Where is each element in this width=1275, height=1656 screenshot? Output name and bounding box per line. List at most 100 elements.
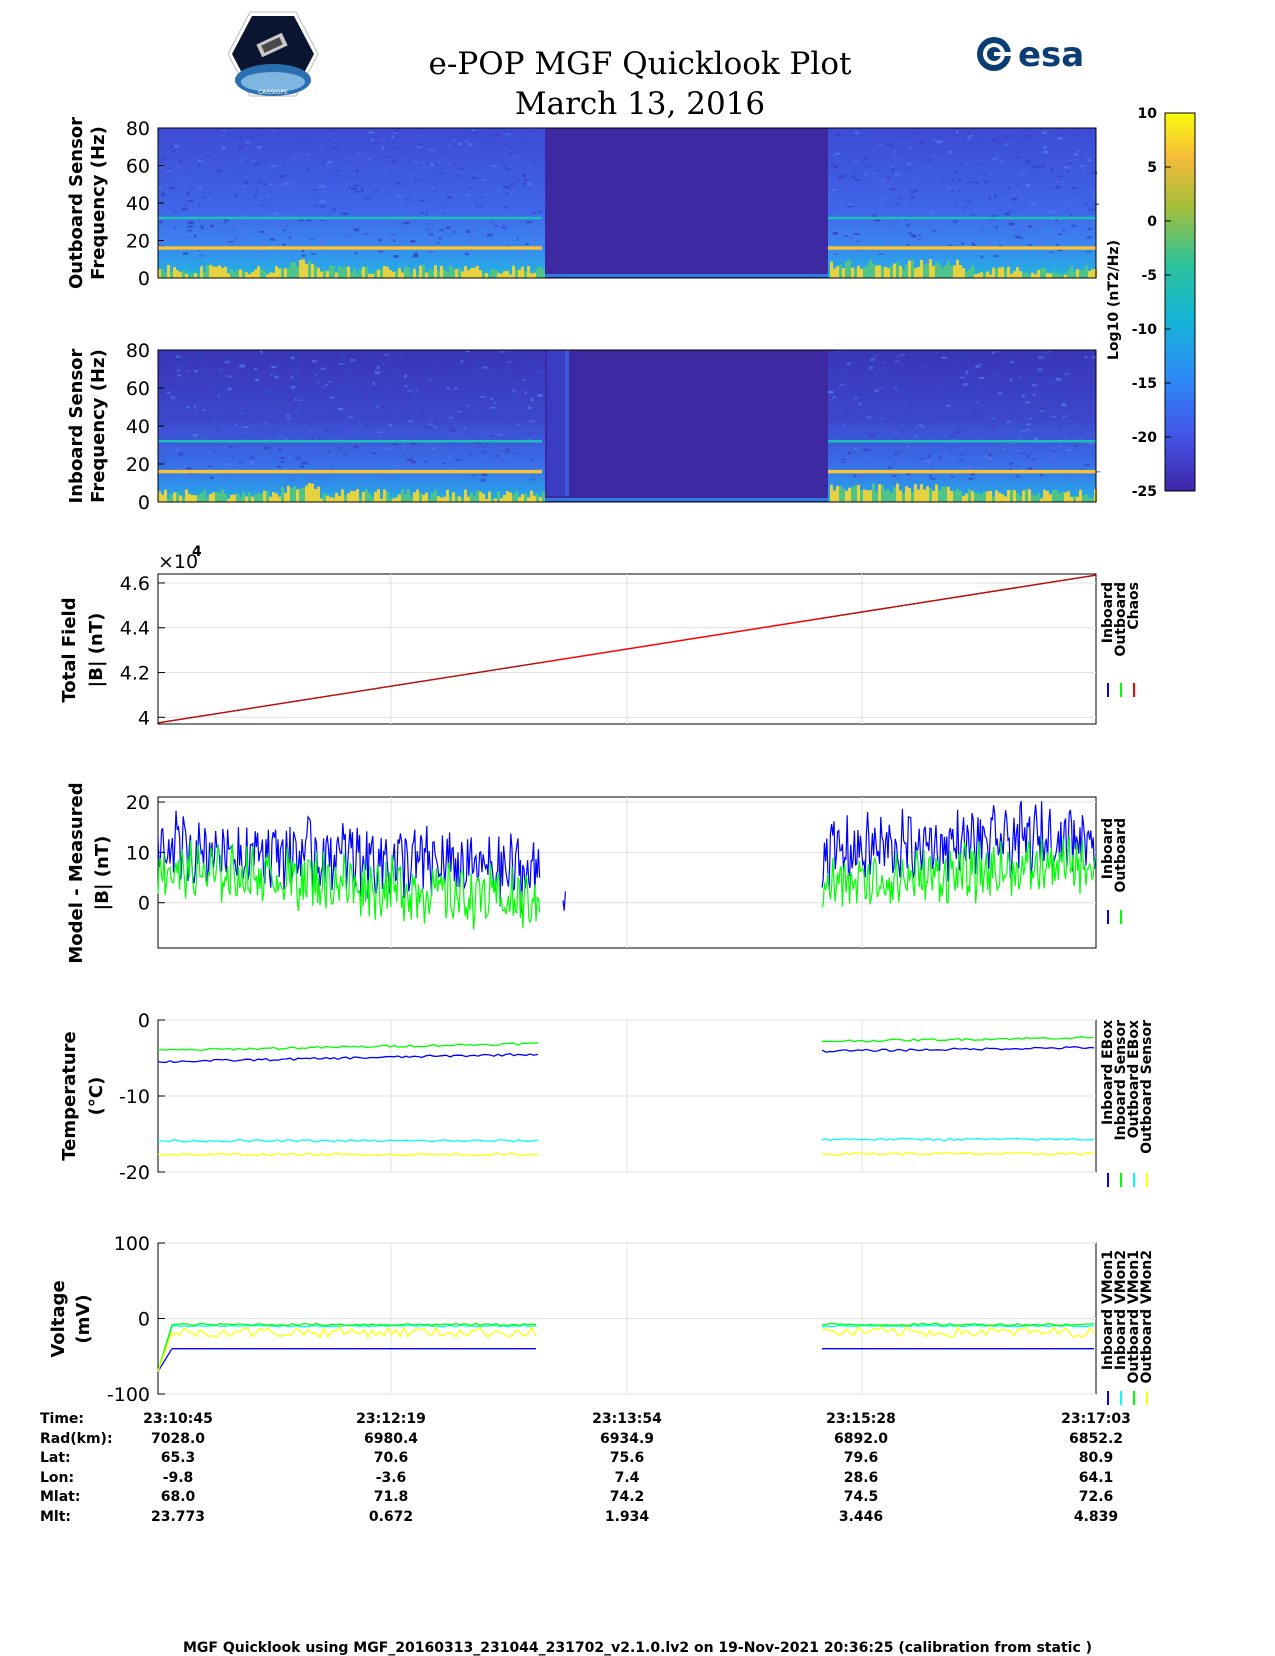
info-value: 71.8 [373,1489,409,1505]
legend-volt-2: Outboard VMon1 [1126,1250,1142,1384]
info-value: 28.6 [843,1469,879,1486]
colorbar: 10 5 0 -5 -10 -15 -20 -25 Log10 (nT2/Hz) [1106,106,1196,500]
colorbar-gradient [1164,112,1196,492]
legend-outboard: Outboard [1113,582,1129,657]
ylabel-line2: |B| (nT) [92,836,113,911]
spectrogram-data-gap [545,350,828,502]
ylabel-line2: |B| (nT) [86,613,107,688]
info-row-label: Rad(km): [40,1430,113,1447]
y-tick-label: 80 [126,118,150,140]
info-value: 72.6 [1078,1489,1114,1505]
colorbar-tick-label: 5 [1147,160,1157,176]
legend-volt-3: Outboard VMon2 [1139,1250,1155,1384]
info-value: 6934.9 [599,1430,655,1447]
spectrogram-gap-edge [547,350,567,496]
series-0-seg2 [821,1046,1095,1053]
y-tick-label: 4.4 [120,618,150,640]
legend-volt-1: Inboard VMon2 [1113,1250,1129,1370]
info-value: 68.0 [160,1489,196,1505]
spectrogram-data-gap [545,128,828,278]
esa-logo: esa [977,35,1084,75]
y-tick-label: -100 [107,1384,150,1406]
colorbar-tick-label: -15 [1132,376,1157,392]
ylabel-line2: Frequency (Hz) [88,349,109,503]
info-value: 74.5 [843,1489,879,1505]
info-value: 80.9 [1078,1450,1114,1466]
legend-temp-3: Outboard Sensor [1139,1020,1155,1154]
y-tick-label: 4 [138,707,150,729]
series-inboard-line [157,662,541,724]
series-2-seg2 [821,1137,1095,1142]
y-tick-label: 20 [126,231,150,253]
legend-inboard: Inboard [1100,582,1116,643]
series-v0-ramp [157,1348,173,1372]
info-value: 3.446 [838,1508,884,1525]
y-tick-label: 20 [126,454,150,476]
y-tick-label: 4.6 [120,573,150,595]
ylabel-line1: Outboard Sensor [66,117,87,289]
y-tick-label: 80 [126,340,150,362]
info-row-label: Mlat: [40,1489,81,1505]
series-outboard-seg1 [157,840,291,903]
y-tick-label: 10 [126,842,150,864]
legend-temp-0: Inboard EBox [1100,1020,1116,1125]
info-value: 23.773 [150,1508,206,1525]
info-value: 79.6 [843,1450,879,1466]
info-value: 23:13:54 [592,1411,662,1427]
cassiope-logo-text: CASSIOPE [258,89,288,96]
colorbar-tick-label: -5 [1141,268,1157,284]
y-tick-label: 20 [126,792,150,814]
info-row-label: Lat: [40,1450,71,1466]
axis-exponent: 4 [192,544,202,560]
axis-multiplier: ×10 [158,551,198,573]
spectrogram-gap-baseline [545,274,828,277]
info-value: 6892.0 [833,1430,889,1447]
outboard-spectrogram: 80 60 40 20 0 [126,118,1099,290]
colorbar-tick-label: -25 [1132,484,1157,500]
y-tick-label: 40 [126,416,150,438]
info-value: 7.4 [614,1469,640,1486]
y-tick-label: 4.2 [120,663,150,685]
info-row-label: Mlt: [40,1508,72,1525]
info-value: 4.839 [1073,1508,1119,1525]
series-inboard-seg2 [289,815,541,913]
series-v2-seg2 [821,1322,1095,1327]
series-0-seg1 [157,1053,539,1064]
spectrogram-left-block [158,350,545,502]
y-tick-label: 60 [126,378,150,400]
series-v2-seg1 [171,1322,537,1327]
info-value: -3.6 [375,1469,407,1486]
info-row-label: Lon: [40,1469,75,1486]
info-value: 75.6 [609,1450,645,1466]
colorbar-tick-label: 0 [1147,214,1157,230]
cassiope-logo: CASSIOPE [228,11,318,97]
ylabel-line1: Temperature [59,1031,80,1160]
info-value: 65.3 [160,1450,196,1466]
axis-labels: Outboard Sensor Frequency (Hz)Inboard Sen… [48,117,113,1358]
legend-volt-0: Inboard VMon1 [1100,1250,1116,1370]
inboard-spectrogram: 80 60 40 20 0 [126,340,1101,514]
y-tick-label: -20 [119,1162,150,1184]
plot-title: e-POP MGF Quicklook Plot [428,46,852,82]
series-v3-ramp [157,1331,173,1372]
legend-temp-1: Inboard Sensor [1113,1020,1129,1141]
ylabel-line2: (mV) [73,1294,94,1343]
info-value: 1.934 [604,1508,650,1525]
spectrogram-gap-spike [565,350,569,496]
info-value: 23:10:45 [143,1411,213,1427]
legend-outboard: Outboard [1113,818,1129,893]
ylabel-line1: Model - Measured [66,782,87,963]
footer-note: MGF Quicklook using MGF_20160313_231044_… [182,1640,1093,1656]
colorbar-label: Log10 (nT2/Hz) [1106,240,1122,360]
spectrogram-low-band [158,483,1097,502]
series-inboard-seg3 [562,891,566,911]
spectrogram-left-block [158,128,545,278]
plot-date: March 13, 2016 [514,86,766,122]
info-value: 23:15:28 [826,1411,896,1427]
info-row-label: Time: [40,1411,85,1427]
series-3-seg1 [157,1152,539,1157]
